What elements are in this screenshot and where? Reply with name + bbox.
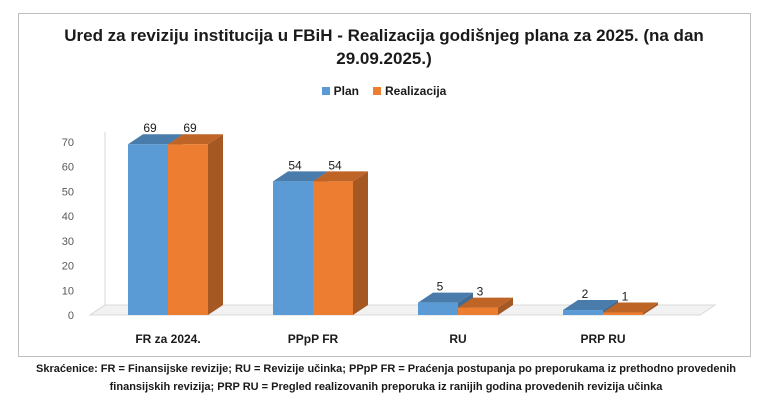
bar-realizacija-0 [168,144,208,315]
bar-top-plan-1 [273,171,328,182]
bar-plan-2 [418,302,458,315]
data-label: 54 [328,158,342,172]
data-label: 69 [143,121,157,135]
data-label: 1 [622,290,629,304]
chart-title: Ured za reviziju institucija u FBiH - Re… [64,26,704,68]
chart-legend: Plan Realizacija [0,84,768,98]
bar-side-realizacija-2 [498,297,513,315]
bar-top-realizacija-1 [313,171,368,182]
y-tick-label: 20 [62,261,74,273]
x-category-label: PPpP FR [288,332,339,346]
bar-realizacija-1 [313,181,353,315]
y-tick-label: 0 [68,310,74,322]
y-tick-label: 60 [62,162,74,174]
footnote: Skraćenice: FR = Finansijske revizije; R… [35,363,737,393]
bar-side-realizacija-1 [353,171,368,315]
y-tick-label: 40 [62,211,74,223]
y-tick-label: 10 [62,285,74,297]
bar-plan-1 [273,181,313,315]
bar-realizacija-3 [603,312,643,315]
data-label: 5 [437,280,444,294]
x-category-label: FR za 2024. [135,332,200,346]
legend-item-realizacija: Realizacija [372,84,447,98]
bar-plan-3 [563,310,603,315]
bar-top-plan-3 [563,300,618,311]
legend-item-plan: Plan [321,84,359,98]
data-label: 3 [477,285,484,299]
legend-label-plan: Plan [333,84,359,98]
y-tick-label: 50 [62,186,74,198]
x-category-label: PRP RU [580,332,625,346]
legend-label-realizacija: Realizacija [384,84,447,98]
bar-side-realizacija-0 [208,134,223,315]
chart-plot: 0 10 20 30 40 50 60 70 69 69 FR za 2024. 54 54 PPpP F… [62,121,717,346]
axis-depth-line [89,304,106,316]
bar-top-plan-0 [128,134,183,145]
bar-realizacija-2 [458,307,498,315]
bar-top-realizacija-3 [603,302,658,313]
legend-swatch-realizacija [372,87,381,95]
bar-top-realizacija-0 [168,134,223,145]
y-tick-label: 70 [62,137,74,149]
bar-side-realizacija-3 [643,302,658,315]
bar-top-plan-2 [418,292,473,303]
bar-top-realizacija-2 [458,297,513,308]
data-label: 69 [183,121,197,135]
x-category-label: RU [449,332,466,346]
legend-swatch-plan [321,87,330,95]
bar-plan-0 [128,144,168,315]
y-tick-label: 30 [62,236,74,248]
data-label: 2 [582,287,589,301]
data-label: 54 [288,158,302,172]
